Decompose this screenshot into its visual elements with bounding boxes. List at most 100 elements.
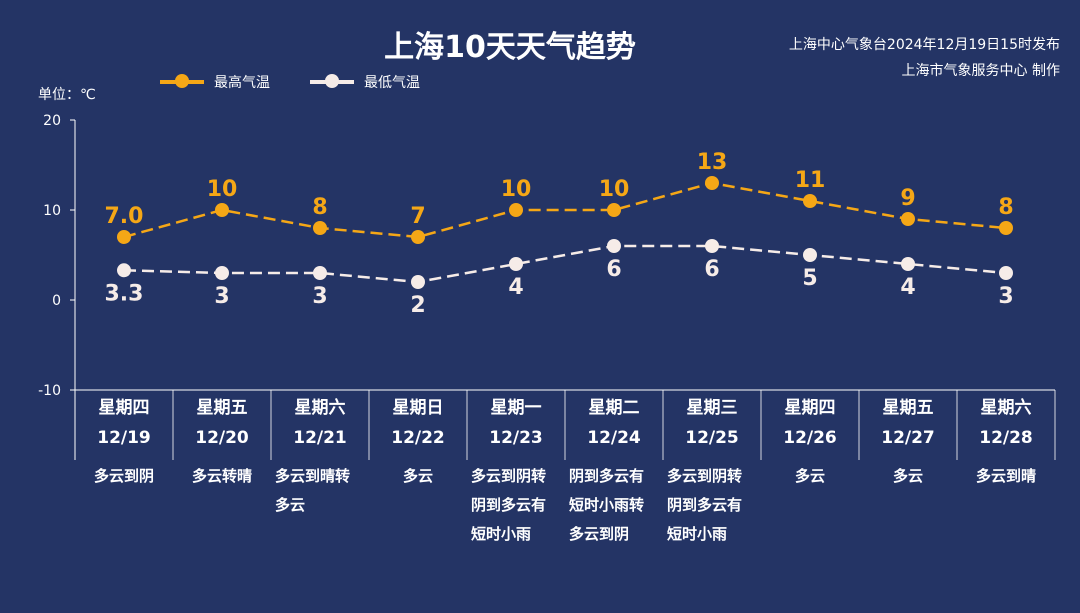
data-point-low [117,263,131,278]
date-label: 12/25 [685,428,739,448]
weekday-label: 星期六 [294,398,346,418]
date-label: 12/24 [587,428,641,448]
data-label-low: 4 [900,275,915,300]
weather-line: 多云 [892,467,923,485]
data-label-low: 3 [312,284,327,309]
date-label: 12/21 [293,428,347,448]
series-line-high [123,181,1007,239]
weather-line: 多云到阴转 [667,467,743,485]
data-label-high: 10 [599,177,630,202]
data-point-high [313,221,327,235]
data-point-low [607,239,621,253]
data-label-low: 3.3 [105,281,144,306]
day-column: 星期四 12/19 多云到阴 [75,393,173,491]
date-label: 12/19 [97,428,151,448]
y-tick-label: -10 [38,383,61,399]
day-column: 星期二 12/24 阴到多云有短时小雨转多云到阴 [565,393,663,549]
weather-line: 短时小雨 [471,525,532,543]
legend-low-marker-icon [310,74,354,88]
source-publish-line: 上海中心气象台2024年12月19日15时发布 [788,37,1060,53]
weather-line: 多云到晴 [975,467,1036,485]
date-label: 12/26 [783,428,837,448]
data-label-low: 4 [508,275,523,300]
data-point-low [999,266,1013,280]
weather-description: 多云到阴转阴到多云有短时小雨 [467,462,565,549]
data-point-low [901,257,915,271]
date-label: 12/27 [881,428,935,448]
weather-line: 多云到阴转 [471,467,547,485]
day-column: 星期六 12/21 多云到晴转多云 [271,393,369,520]
data-label-high: 13 [697,150,728,175]
weekday-label: 星期五 [196,398,248,418]
day-column: 星期五 12/27 多云 [859,393,957,491]
day-column: 星期日 12/22 多云 [369,393,467,491]
y-tick-label: 0 [52,293,61,309]
data-label-high: 8 [998,195,1013,220]
legend-high-label: 最高气温 [214,75,270,91]
day-column: 星期六 12/28 多云到晴 [957,393,1055,491]
weather-line: 多云 [402,467,433,485]
weather-description: 多云 [369,462,467,491]
weekday-label: 星期一 [490,398,542,418]
day-column: 星期四 12/26 多云 [761,393,859,491]
weather-description: 阴到多云有短时小雨转多云到阴 [565,462,663,549]
weather-line: 多云 [275,496,306,514]
weekday-label: 星期日 [392,398,444,418]
weekday-label: 星期六 [980,398,1032,418]
data-label-low: 2 [410,293,425,318]
weather-description: 多云到阴转 阴到多云有 短时小雨 [663,462,761,549]
y-tick-label: 10 [43,203,61,219]
series-line-low [123,244,1007,284]
weather-line: 阴到多云有 [471,496,547,514]
weather-line: 短时小雨转 [569,496,645,514]
data-label-low: 6 [606,257,621,282]
day-column: 星期五 12/20 多云转晴 [173,393,271,491]
weather-line: 多云到阴 [569,525,630,543]
y-tick-label: 20 [43,113,61,129]
data-point-high [509,203,523,217]
weather-line: 阴到多云有 [569,467,645,485]
legend-low-label: 最低气温 [364,75,420,91]
weather-description: 多云 [859,462,957,491]
data-point-high [607,203,621,217]
day-column: 星期三 12/25 多云到阴转 阴到多云有 短时小雨 [663,393,761,549]
data-point-high [411,230,425,244]
data-label-high: 11 [795,168,826,193]
weather-line: 多云到晴转 [275,467,351,485]
weather-line: 多云到阴 [93,467,154,485]
data-point-high [117,230,131,244]
date-label: 12/22 [391,428,445,448]
weather-line: 多云转晴 [191,467,252,485]
data-label-high: 10 [207,177,238,202]
legend-item-low: 最低气温 [310,72,420,92]
data-point-low [215,266,229,280]
weekday-label: 星期二 [588,398,640,418]
date-label: 12/20 [195,428,249,448]
data-label-low: 3 [214,284,229,309]
data-point-high [803,194,817,208]
source-producer-line: 上海市气象服务中心 制作 [901,63,1060,79]
data-label-low: 5 [802,266,817,291]
weekday-label: 星期四 [784,398,836,418]
data-point-low [313,266,327,280]
data-label-high: 7 [410,204,425,229]
chart-title: 上海10天天气趋势 [384,30,636,65]
data-point-high [705,176,719,190]
data-point-low [509,257,523,271]
weather-description: 多云到晴 [957,462,1055,491]
legend-item-high: 最高气温 [160,72,270,92]
data-label-high: 8 [312,195,327,220]
day-column: 星期一 12/23 多云到阴转阴到多云有短时小雨 [467,393,565,549]
weather-line: 阴到多云有 [667,496,743,514]
data-point-high [215,203,229,217]
weather-line: 多云 [794,467,825,485]
data-label-low: 6 [704,257,719,282]
data-point-high [901,212,915,226]
data-point-low [803,248,817,262]
data-label-high: 7.0 [105,204,144,229]
data-label-low: 3 [998,284,1013,309]
date-label: 12/23 [489,428,543,448]
weather-description: 多云到阴 [75,462,173,491]
data-label-high: 10 [501,177,532,202]
data-label-high: 9 [900,186,915,211]
